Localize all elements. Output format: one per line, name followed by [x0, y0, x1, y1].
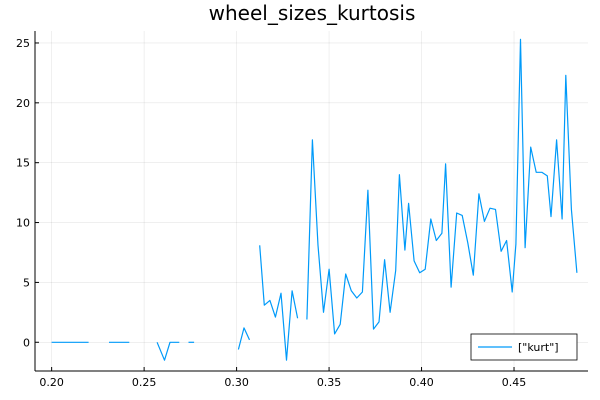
- y-tick-label: 20: [16, 97, 30, 110]
- y-tick-label: 5: [23, 276, 30, 289]
- axes: [34, 31, 588, 372]
- series-line-segment: [156, 341, 180, 361]
- series-line-segment: [259, 245, 299, 361]
- x-tick-label: 0.20: [39, 376, 64, 389]
- legend-label: ["kurt"]: [518, 341, 559, 354]
- x-tick-label: 0.40: [409, 376, 434, 389]
- x-tick-label: 0.35: [317, 376, 342, 389]
- x-tick-label: 0.30: [224, 376, 249, 389]
- y-tick-label: 0: [23, 336, 30, 349]
- x-tick-label: 0.25: [132, 376, 157, 389]
- y-tick-label: 25: [16, 37, 30, 50]
- ticks: 0.20 0.25 0.30 0.35 0.40 0.45 0 5 10 15 20 25: [16, 37, 526, 389]
- series-line-segment: [306, 38, 578, 335]
- y-tick-label: 15: [16, 157, 30, 170]
- y-tick-label: 10: [16, 217, 30, 230]
- series-layer: [51, 38, 578, 361]
- series-line-segment: [237, 327, 251, 350]
- legend: ["kurt"]: [470, 333, 578, 361]
- grid: [35, 31, 588, 371]
- x-tick-label: 0.45: [502, 376, 527, 389]
- chart-title: wheel_sizes_kurtosis: [209, 1, 416, 25]
